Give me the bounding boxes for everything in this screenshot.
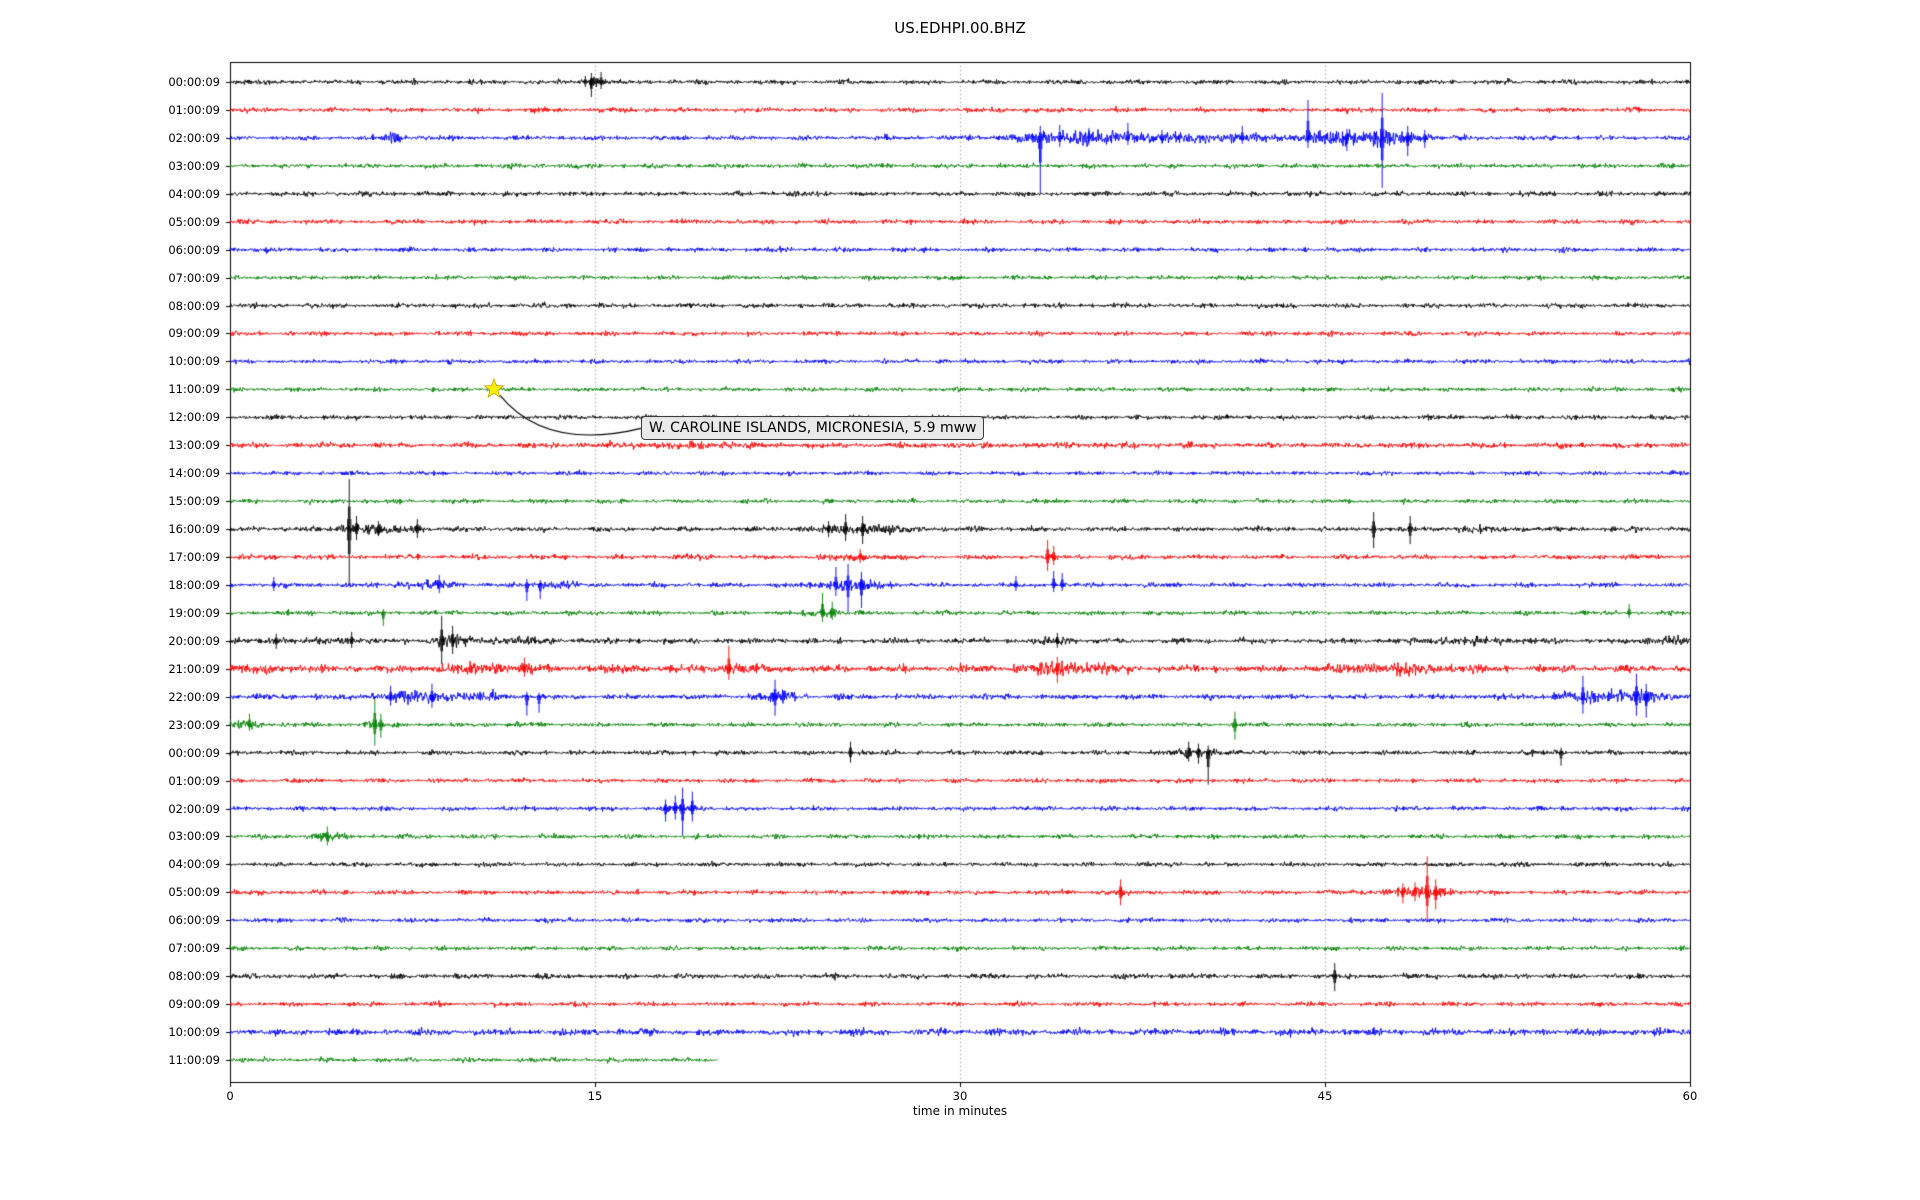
y-tick-label: 06:00:09: [168, 913, 220, 928]
x-tick-label: 15: [587, 1089, 603, 1103]
y-tick-label: 05:00:09: [168, 885, 220, 900]
y-tick-label: 12:00:09: [168, 410, 220, 425]
x-tick-label: 60: [1682, 1089, 1698, 1103]
y-tick-label: 01:00:09: [168, 773, 220, 788]
x-tick-label: 0: [226, 1089, 234, 1103]
y-tick-label: 08:00:09: [168, 298, 220, 313]
y-tick-label: 03:00:09: [168, 829, 220, 844]
y-tick-label: 20:00:09: [168, 633, 220, 648]
x-axis-label: time in minutes: [912, 1104, 1008, 1118]
y-tick-label: 07:00:09: [168, 270, 220, 285]
y-tick-label: 15:00:09: [168, 494, 220, 509]
y-tick-label: 09:00:09: [168, 997, 220, 1012]
y-tick-label: 09:00:09: [168, 326, 220, 341]
y-tick-label: 10:00:09: [168, 354, 220, 369]
y-tick-label: 04:00:09: [168, 857, 220, 872]
y-tick-label: 18:00:09: [168, 577, 220, 592]
y-tick-label: 22:00:09: [168, 689, 220, 704]
y-tick-label: 21:00:09: [168, 661, 220, 676]
y-tick-label: 01:00:09: [168, 102, 220, 117]
event-star-icon: [483, 378, 505, 399]
y-tick-label: 03:00:09: [168, 158, 220, 173]
x-tick-label: 45: [1317, 1089, 1333, 1103]
y-tick-label: 04:00:09: [168, 186, 220, 201]
y-tick-label: 17:00:09: [168, 550, 220, 565]
x-tick-label: 30: [952, 1089, 968, 1103]
y-tick-label: 11:00:09: [168, 1053, 220, 1067]
event-annotation-label: W. CAROLINE ISLANDS, MICRONESIA, 5.9 mww: [641, 416, 985, 441]
y-tick-label: 07:00:09: [168, 941, 220, 956]
y-tick-label: 13:00:09: [168, 438, 220, 453]
y-tick-label: 00:00:09: [168, 75, 220, 89]
y-tick-label: 23:00:09: [168, 717, 220, 732]
y-tick-label: 05:00:09: [168, 214, 220, 229]
y-tick-label: 02:00:09: [168, 130, 220, 145]
y-tick-label: 08:00:09: [168, 969, 220, 984]
y-tick-label: 19:00:09: [168, 605, 220, 620]
plot-title: US.EDHPI.00.BHZ: [894, 19, 1026, 37]
y-tick-label: 14:00:09: [168, 466, 220, 481]
y-tick-label: 11:00:09: [168, 382, 220, 397]
y-tick-label: 16:00:09: [168, 522, 220, 537]
y-tick-label: 02:00:09: [168, 801, 220, 816]
y-tick-label: 00:00:09: [168, 745, 220, 760]
y-tick-label: 10:00:09: [168, 1025, 220, 1040]
y-tick-label: 06:00:09: [168, 242, 220, 257]
